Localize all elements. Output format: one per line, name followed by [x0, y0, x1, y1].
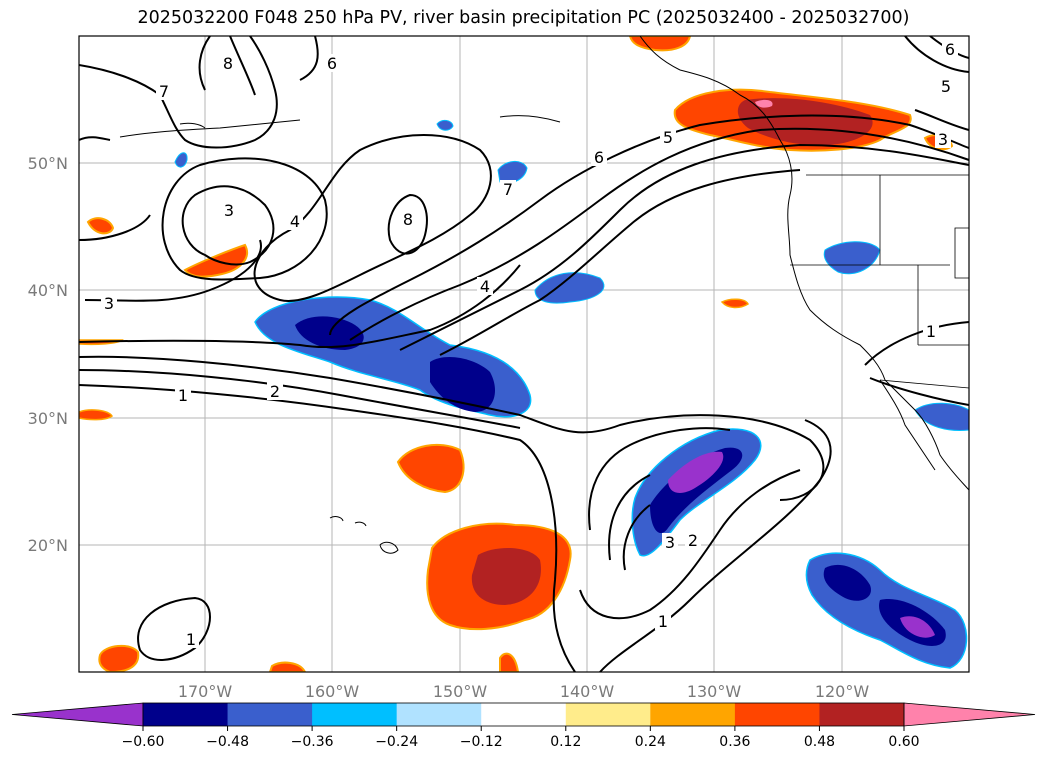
contour-label: 2 [270, 382, 280, 401]
contour-label: 2 [688, 531, 698, 550]
colorbar-frame [142, 702, 905, 727]
colorbar-swatch [650, 703, 736, 726]
colorbar-swatch [734, 703, 820, 726]
contour-label: 3 [938, 130, 948, 149]
latitude-label: 30°N [28, 409, 68, 428]
contour-label: 5 [941, 77, 951, 96]
colorbar-swatches [11, 702, 1036, 727]
contour-label: 7 [159, 82, 169, 101]
colorbar-tick-label: 0.24 [635, 734, 666, 750]
colorbar-tick-label: −0.36 [291, 734, 334, 750]
contour-label: 1 [926, 322, 936, 341]
colorbar-swatch [312, 703, 398, 726]
contour-label: 3 [665, 533, 675, 552]
longitude-label: 120°W [815, 682, 870, 701]
contour-label: 1 [658, 612, 668, 631]
contour-label: 6 [327, 54, 337, 73]
contour-label: 6 [945, 40, 955, 59]
contour-label: 6 [594, 148, 604, 167]
longitude-label: 140°W [560, 682, 615, 701]
coastlines [119, 36, 969, 554]
contour-label: 7 [503, 180, 513, 199]
map-title: 2025032200 F048 250 hPa PV, river basin … [137, 8, 910, 28]
longitude-label: 150°W [433, 682, 488, 701]
colorbar-swatch [565, 703, 651, 726]
colorbar-extend-low [11, 702, 144, 727]
contour-label: 4 [480, 277, 490, 296]
colorbar-swatch [481, 703, 567, 726]
contour-label: 8 [223, 54, 233, 73]
colorbar-tick-label: −0.48 [206, 734, 249, 750]
colorbar-tick-label: 0.48 [804, 734, 835, 750]
latitude-label: 20°N [28, 536, 68, 555]
colorbar-extend-high [903, 702, 1036, 727]
contour-label-group: 1 2 3 3 4 4 5 5 6 6 7 7 8 8 [101, 40, 958, 649]
colorbar-swatch [143, 703, 229, 726]
colorbar-swatch [396, 703, 482, 726]
colorbar-swatch [819, 703, 905, 726]
colorbar: −0.60 −0.48 −0.36 −0.24 −0.12 0.12 0.24 0.36 0.4… [11, 702, 1036, 750]
contour-label: 1 [186, 630, 196, 649]
colorbar-tick-label: 0.60 [888, 734, 919, 750]
contour-label: 1 [178, 386, 188, 405]
contour-label: 4 [290, 212, 300, 231]
longitude-label: 170°W [178, 682, 233, 701]
negative-anomaly-shading [174, 119, 969, 669]
colorbar-tick-label: −0.12 [460, 734, 503, 750]
latitude-label: 40°N [28, 281, 68, 300]
contour-label: 8 [403, 210, 413, 229]
colorbar-tick-label: 0.36 [719, 734, 750, 750]
longitude-label: 130°W [687, 682, 742, 701]
positive-anomaly-shading [79, 36, 954, 672]
colorbar-tick-label: −0.24 [375, 734, 418, 750]
colorbar-tick-label: 0.12 [550, 734, 581, 750]
colorbar-tick-label: −0.60 [122, 734, 165, 750]
contour-label: 5 [663, 128, 673, 147]
colorbar-ticks: −0.60 −0.48 −0.36 −0.24 −0.12 0.12 0.24 0.36 0.4… [122, 726, 920, 750]
map-frame [78, 35, 970, 673]
longitude-label: 160°W [305, 682, 360, 701]
latitude-label: 50°N [28, 154, 68, 173]
contour-label: 3 [104, 294, 114, 313]
contour-label: 3 [224, 201, 234, 220]
political-borders [790, 174, 969, 389]
colorbar-swatch [227, 703, 313, 726]
